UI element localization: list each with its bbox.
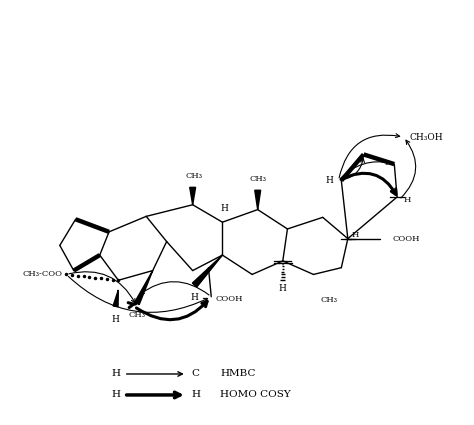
Text: H: H [279, 284, 287, 293]
Polygon shape [192, 255, 222, 287]
Text: CH₃: CH₃ [185, 172, 202, 180]
Text: CH₃OH: CH₃OH [410, 133, 444, 142]
Text: CH₃: CH₃ [128, 311, 146, 319]
Text: COOH: COOH [216, 295, 243, 303]
Text: H: H [403, 196, 410, 204]
Text: HOMO COSY: HOMO COSY [220, 391, 291, 399]
Text: H: H [191, 391, 201, 399]
Text: H: H [220, 204, 228, 213]
Text: H: H [111, 369, 120, 379]
Polygon shape [135, 271, 153, 305]
Text: H: H [326, 176, 334, 185]
Text: CH₃: CH₃ [321, 296, 338, 304]
Text: C: C [191, 369, 200, 379]
Text: CH₃: CH₃ [249, 175, 266, 183]
Text: HMBC: HMBC [220, 369, 255, 379]
Text: H: H [191, 293, 199, 302]
Text: COOH: COOH [393, 235, 420, 243]
Text: H: H [351, 231, 358, 239]
Text: H: H [111, 391, 120, 399]
Polygon shape [255, 190, 261, 210]
Text: H: H [111, 315, 119, 324]
Polygon shape [113, 290, 118, 307]
Text: CH₃-COO: CH₃-COO [22, 270, 62, 278]
Polygon shape [190, 187, 196, 205]
